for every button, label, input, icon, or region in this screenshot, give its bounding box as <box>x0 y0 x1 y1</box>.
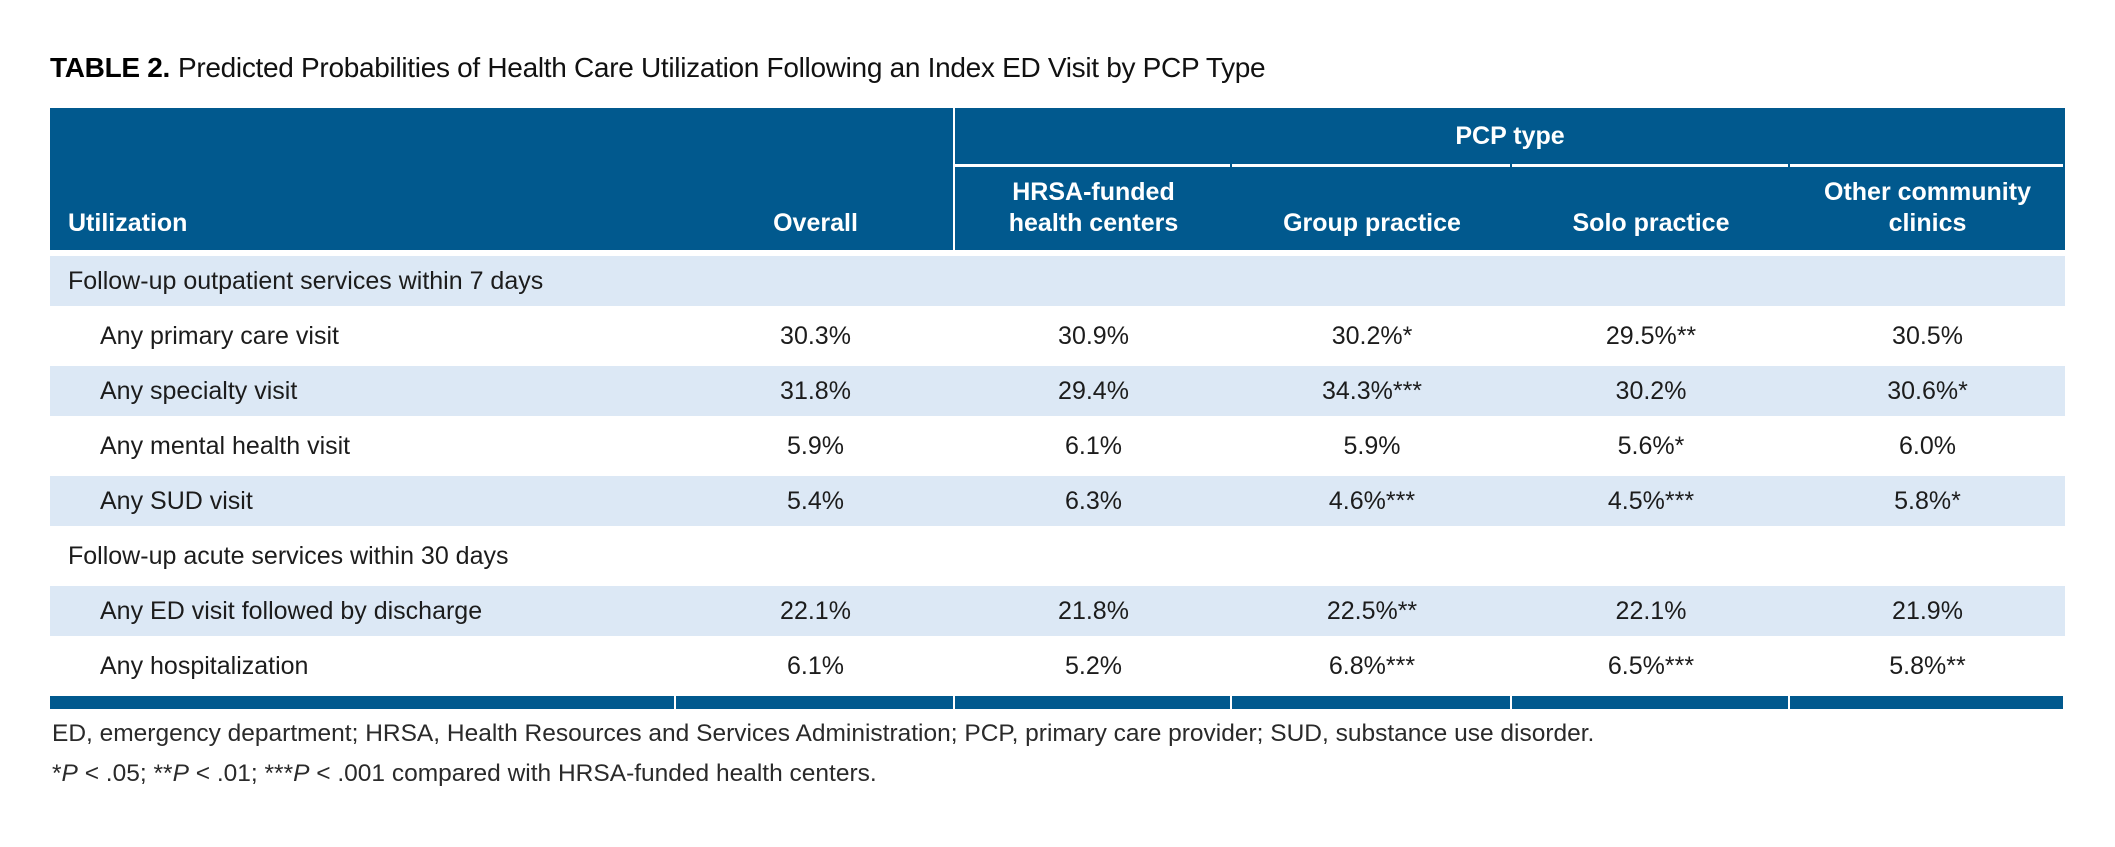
footnote-abbreviations: ED, emergency department; HRSA, Health R… <box>52 720 1595 747</box>
cell-other-clinics: 5.8%** <box>1889 651 1966 680</box>
row-label: Any ED visit followed by discharge <box>100 596 483 625</box>
cell-other-clinics: 21.9% <box>1892 596 1963 625</box>
underline-segment <box>1512 164 1788 167</box>
cell-solo-practice: 29.5%** <box>1605 321 1697 350</box>
table-section-row: Follow-up outpatient services within 7 d… <box>50 256 2065 306</box>
cell-overall: 22.1% <box>780 596 851 625</box>
pcp-group-header: PCP type <box>1455 121 1565 150</box>
cell-other-clinics: 30.6%* <box>1887 376 1968 405</box>
cell-overall: 5.4% <box>787 486 844 515</box>
cell-group-practice: 34.3%*** <box>1321 376 1423 405</box>
row-label: Any SUD visit <box>100 486 253 515</box>
bottom-bar-segment <box>50 696 674 709</box>
cell-hrsa: 29.4% <box>1058 376 1129 405</box>
table-footnotes: ED, emergency department; HRSA, Health R… <box>52 714 1594 793</box>
column-header-utilization: Utilization <box>68 208 188 237</box>
bottom-bar-segment <box>676 696 953 709</box>
cell-other-clinics: 30.5% <box>1892 321 1963 350</box>
cell-solo-practice: 6.5%*** <box>1607 651 1695 680</box>
cell-overall: 6.1% <box>787 651 844 680</box>
row-label: Any primary care visit <box>100 321 339 350</box>
row-label: Any hospitalization <box>100 651 309 680</box>
cell-group-practice: 6.8%*** <box>1328 651 1416 680</box>
table-row: Any primary care visit 30.3% 30.9% 30.2%… <box>50 311 2065 361</box>
column-header-overall: Overall <box>773 208 858 237</box>
cell-overall: 30.3% <box>780 321 851 350</box>
underline-segment <box>955 164 1230 167</box>
table-bottom-bar <box>50 696 2065 709</box>
section-label: Follow-up acute services within 30 days <box>68 541 509 570</box>
table-title-text: Predicted Probabilities of Health Care U… <box>177 52 1266 83</box>
bottom-bar-segment <box>1790 696 2063 709</box>
bottom-bar-segment <box>1232 696 1510 709</box>
cell-overall: 5.9% <box>787 431 844 460</box>
cell-other-clinics: 5.8%* <box>1894 486 1961 515</box>
cell-group-practice: 30.2%* <box>1331 321 1413 350</box>
table-row: Any mental health visit 5.9% 6.1% 5.9% 5… <box>50 421 2065 471</box>
table-row: Any SUD visit 5.4% 6.3% 4.6%*** 4.5%*** … <box>50 476 2065 526</box>
table-header: PCP type Utilization Overall HRSA-funded… <box>50 108 2065 250</box>
pcp-group-underline <box>955 164 2065 167</box>
cell-hrsa: 30.9% <box>1058 321 1129 350</box>
header-divider-line <box>953 108 955 250</box>
bottom-bar-segment <box>955 696 1230 709</box>
cell-hrsa: 6.1% <box>1065 431 1122 460</box>
footnote-significance: *P < .05; **P < .01; ***P < .001 compare… <box>52 759 877 787</box>
column-header-hrsa: HRSA-funded health centers <box>1008 178 1179 237</box>
table-row: Any ED visit followed by discharge 22.1%… <box>50 586 2065 636</box>
cell-hrsa: 21.8% <box>1058 596 1129 625</box>
cell-solo-practice: 4.5%*** <box>1607 486 1695 515</box>
column-header-group-practice: Group practice <box>1283 208 1461 237</box>
table-row: Any hospitalization 6.1% 5.2% 6.8%*** 6.… <box>50 641 2065 691</box>
cell-hrsa: 5.2% <box>1065 651 1122 680</box>
cell-group-practice: 4.6%*** <box>1328 486 1416 515</box>
row-label: Any mental health visit <box>100 431 351 460</box>
cell-hrsa: 6.3% <box>1065 486 1122 515</box>
underline-segment <box>1790 164 2063 167</box>
cell-other-clinics: 6.0% <box>1899 431 1956 460</box>
row-label: Any specialty visit <box>100 376 298 405</box>
table-body: Follow-up outpatient services within 7 d… <box>50 256 2065 709</box>
cell-group-practice: 22.5%** <box>1326 596 1418 625</box>
bottom-bar-segment <box>1512 696 1788 709</box>
cell-group-practice: 5.9% <box>1343 431 1401 460</box>
column-header-other-clinics: Other community clinics <box>1824 178 2031 237</box>
cell-solo-practice: 30.2% <box>1615 376 1687 405</box>
underline-segment <box>1232 164 1510 167</box>
cell-solo-practice: 5.6%* <box>1617 431 1685 460</box>
section-label: Follow-up outpatient services within 7 d… <box>68 266 544 295</box>
table-section-row: Follow-up acute services within 30 days <box>50 531 2065 581</box>
cell-overall: 31.8% <box>780 376 851 405</box>
table-number-label: TABLE 2. <box>50 52 170 83</box>
column-header-row: Utilization Overall HRSA-funded health c… <box>50 167 2065 250</box>
cell-solo-practice: 22.1% <box>1615 596 1687 625</box>
table-title: TABLE 2. Predicted Probabilities of Healt… <box>50 52 1266 84</box>
pcp-group-header-row: PCP type <box>50 108 2065 164</box>
data-table: PCP type Utilization Overall HRSA-funded… <box>50 108 2065 709</box>
column-header-solo-practice: Solo practice <box>1572 208 1730 237</box>
table-row: Any specialty visit 31.8% 29.4% 34.3%***… <box>50 366 2065 416</box>
